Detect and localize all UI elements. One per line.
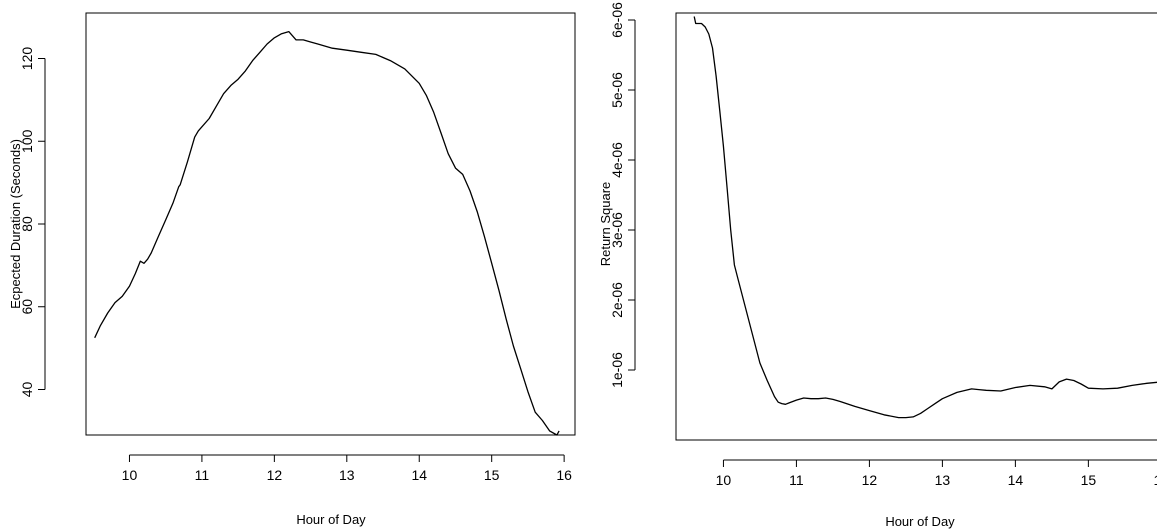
x-tick-label: 15: [1081, 472, 1097, 488]
x-tick-label: 11: [195, 467, 210, 483]
x-axis-label: Hour of Day: [885, 514, 955, 529]
y-tick-label: 2e-06: [609, 282, 625, 318]
left-chart-duration: Hour of Day Ecpected Duration (Seconds) …: [8, 12, 576, 527]
plot-lines: [693, 16, 1157, 419]
x-tick-label: 16: [1154, 472, 1157, 488]
y-tick-label: 80: [19, 216, 35, 232]
y-tick-label: 60: [19, 299, 35, 315]
right-chart-return-square: Hour of Day Return Square 10 11 12 13 14 15 16…: [598, 2, 1157, 529]
y-axis-ticks: 40 60 80 100 120: [19, 47, 46, 397]
plot-lines: [94, 30, 560, 436]
x-tick-label: 10: [122, 467, 138, 483]
y-axis-label: Ecpected Duration (Seconds): [8, 139, 23, 309]
x-tick-label: 14: [411, 467, 427, 483]
x-tick-label: 12: [267, 467, 283, 483]
x-tick-label: 10: [716, 472, 732, 488]
y-tick-label: 1e-06: [609, 352, 625, 388]
y-axis-label: Return Square: [598, 182, 613, 267]
x-tick-label: 14: [1008, 472, 1024, 488]
x-tick-label: 15: [484, 467, 500, 483]
plot-frame: [675, 12, 1157, 441]
y-tick-label: 3e-06: [609, 212, 625, 248]
y-tick-label: 5e-06: [609, 72, 625, 108]
y-tick-label: 4e-06: [609, 142, 625, 178]
y-tick-label: 100: [19, 129, 35, 153]
x-tick-label: 13: [935, 472, 951, 488]
y-tick-label: 40: [19, 381, 35, 397]
x-axis-ticks: 10 11 12 13 14 15 16: [716, 459, 1157, 488]
plot-frame: [85, 12, 576, 436]
x-tick-label: 11: [789, 472, 804, 488]
x-tick-label: 13: [339, 467, 355, 483]
x-axis-ticks: 10 11 12 13 14 15 16: [122, 454, 572, 483]
series-line: [94, 30, 560, 436]
x-tick-label: 16: [556, 467, 572, 483]
series-line: [693, 16, 1157, 419]
y-axis-ticks: 1e-06 2e-06 3e-06 4e-06 5e-06 6e-06: [609, 2, 636, 388]
y-tick-label: 120: [19, 47, 35, 71]
x-tick-label: 12: [862, 472, 878, 488]
x-axis-label: Hour of Day: [296, 512, 366, 527]
y-tick-label: 6e-06: [609, 2, 625, 38]
